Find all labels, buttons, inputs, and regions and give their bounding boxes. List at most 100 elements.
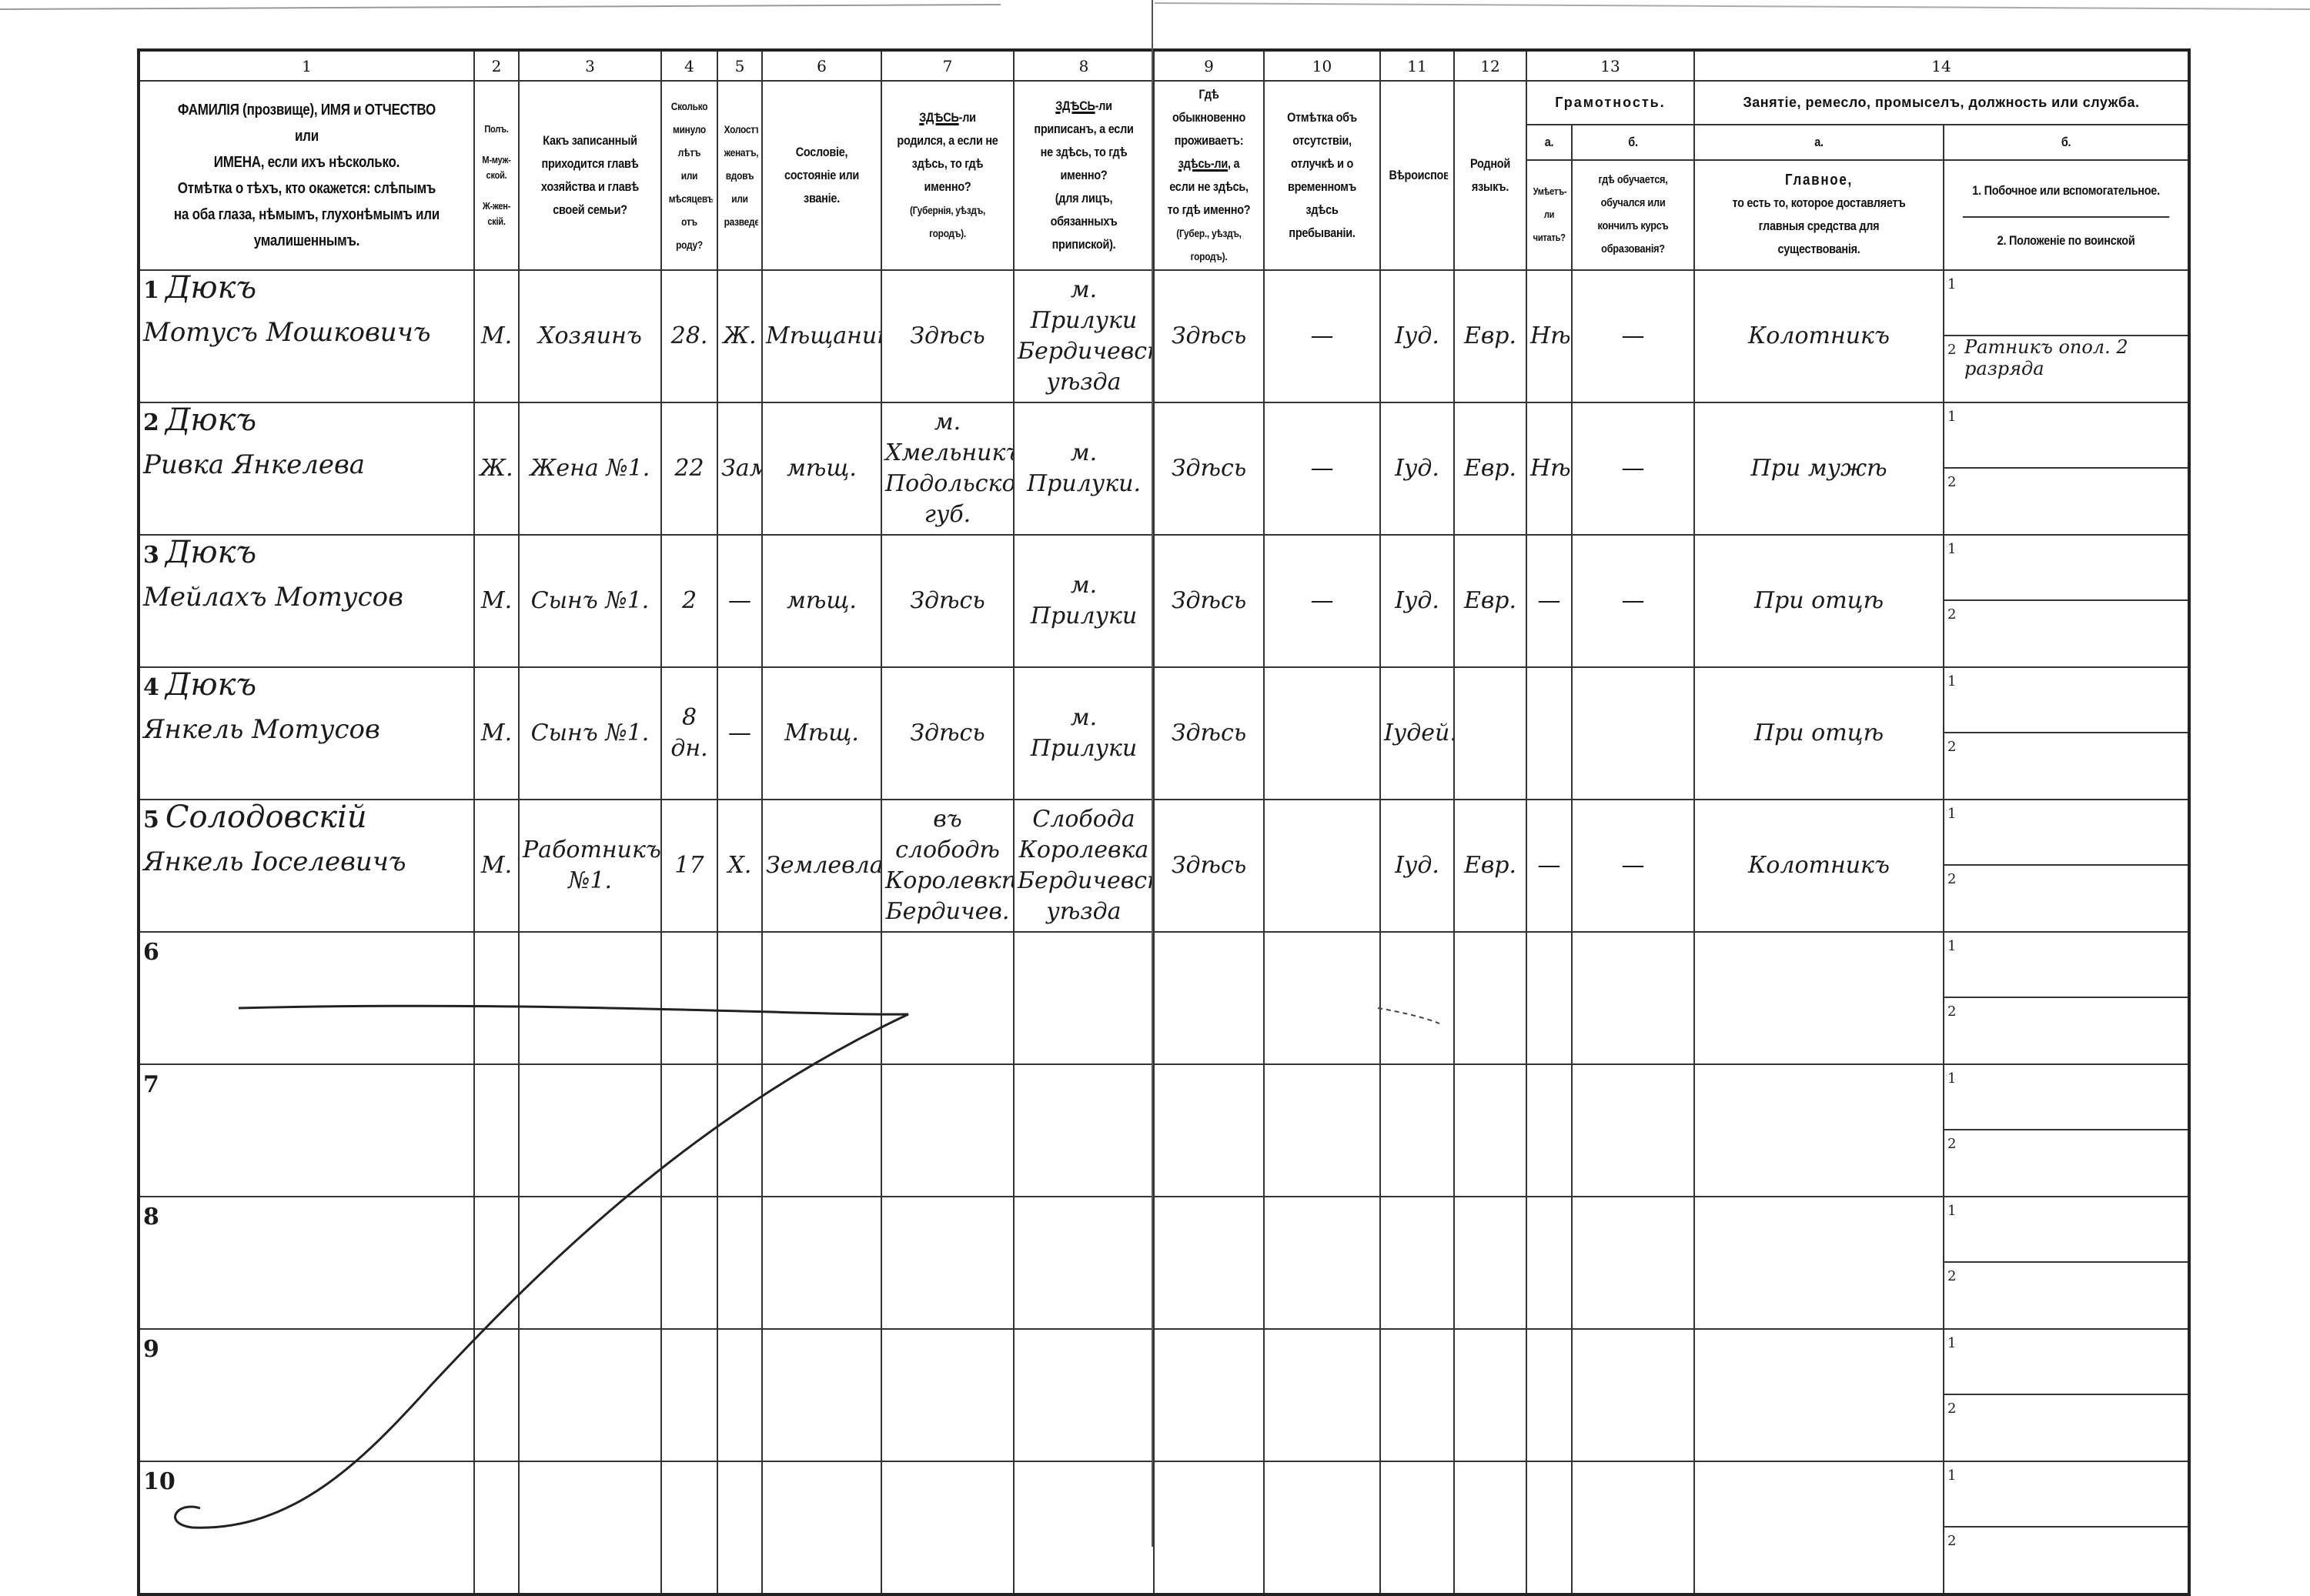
absence-note-cell: — — [1263, 269, 1381, 403]
military-status: 2 — [1945, 997, 2188, 1060]
military-status: 2 — [1945, 1526, 2188, 1590]
main-occupation-cell: При мужѣ — [1693, 402, 1945, 536]
header-occupation: Занятіе, ремесло, промыселъ, должность и… — [1693, 80, 2191, 125]
main-occupation-cell: Колотникъ — [1693, 799, 1945, 933]
birthplace-cell — [881, 1461, 1015, 1595]
absence-note-cell — [1263, 1196, 1381, 1330]
native-language-cell: Евр. — [1453, 534, 1527, 668]
sub-label: 2 — [1947, 1268, 1957, 1284]
education-cell — [1570, 1461, 1696, 1595]
absence-note-cell — [1263, 1063, 1381, 1197]
col-number: 9 — [1153, 49, 1265, 82]
can-read-cell: Нѣтъ — [1526, 269, 1573, 403]
header-note: (Губер., уѣздъ, городъ). — [1176, 227, 1242, 262]
sex-cell: М. — [473, 666, 520, 800]
surname: Дюкъ — [165, 667, 257, 703]
relation-cell: Жена №1. — [518, 402, 662, 536]
name-cell: 1 Дюкъ Мотусъ Мошковичъ — [138, 269, 475, 403]
name-cell: 9 — [138, 1328, 475, 1462]
native-language-cell — [1453, 1328, 1527, 1462]
native-language-cell: Евр. — [1453, 799, 1527, 933]
absence-note-cell: — — [1263, 534, 1381, 668]
header-name: ФАМИЛІЯ (прозвище), ИМЯ и ОТЧЕСТВО или И… — [162, 80, 450, 271]
header-13a-label: а. — [1529, 123, 1570, 161]
name-cell: 6 — [138, 931, 475, 1065]
military-status: 2 — [1945, 599, 2188, 663]
residence-cell — [1153, 931, 1265, 1065]
given-names: Янкель Іоселевичъ — [143, 846, 406, 877]
sub-label: 1 — [1947, 1203, 1957, 1219]
can-read-cell — [1526, 1196, 1573, 1330]
marital-status-cell: — — [717, 534, 763, 668]
name-cell: 5 Солодовскій Янкель Іоселевичъ — [138, 799, 475, 933]
estate-cell — [761, 1196, 882, 1330]
header-marital: Холостъ, женатъ, вдовъ или разведенъ. — [720, 80, 760, 271]
table-row: 6 1 2 — [138, 931, 2191, 1065]
native-language-cell — [1453, 1196, 1527, 1330]
header-13b-label: б. — [1580, 123, 1686, 161]
sub-label: 1 — [1947, 1335, 1957, 1351]
birthplace-cell: Здѣсь — [881, 269, 1015, 403]
age-cell — [660, 931, 718, 1065]
name-cell: 10 — [138, 1461, 475, 1595]
col-number: 6 — [761, 49, 882, 82]
table-row: 10 1 2 — [138, 1461, 2191, 1595]
birthplace-cell: въ слободѣ Королевкѣ Бердичев. — [881, 799, 1015, 933]
secondary-occupation: 1 — [1945, 1331, 2188, 1394]
row-number: 3 — [143, 542, 159, 569]
marital-status-cell — [717, 1063, 763, 1197]
relation-cell: Хозяинъ — [518, 269, 662, 403]
sex-cell — [473, 1328, 520, 1462]
absence-note-cell — [1263, 1328, 1381, 1462]
age-cell — [660, 1328, 718, 1462]
native-language-cell: Евр. — [1453, 402, 1527, 536]
sub-label: 2 — [1947, 871, 1957, 887]
sex-cell: М. — [473, 799, 520, 933]
header-line: Гдѣ обыкновенно проживаетъ: — [1172, 87, 1246, 148]
sex-cell: Ж. — [473, 402, 520, 536]
sub-label: 1 — [1947, 806, 1957, 822]
sub-label: 2 — [1947, 474, 1957, 490]
marital-status-cell — [717, 1196, 763, 1330]
relation-cell — [518, 931, 662, 1065]
header-line: Главное, — [1785, 172, 1853, 189]
can-read-cell — [1526, 931, 1573, 1065]
residence-cell: Здѣсь — [1153, 402, 1265, 536]
col-number: 14 — [1693, 49, 2191, 82]
header-birthplace: ЗДѢСЬ-ли родился, а если не здѣсь, то гд… — [891, 80, 1005, 271]
sub-label: 2 — [1947, 1136, 1957, 1152]
estate-cell — [761, 1063, 882, 1197]
birthplace-cell: Здѣсь — [881, 666, 1015, 800]
military-status: 2 — [1945, 864, 2188, 928]
registered-place-cell — [1013, 1328, 1155, 1462]
marital-status-cell — [717, 931, 763, 1065]
absence-note-cell: — — [1263, 402, 1381, 536]
sub-label: 1 — [1947, 938, 1957, 954]
military-status: 2 Ратникъ опол. 2 разряда — [1945, 335, 2188, 399]
sub-label: 2 — [1947, 606, 1957, 623]
main-occupation-cell: При отцѣ — [1693, 666, 1945, 800]
native-language-cell — [1453, 666, 1527, 800]
military-status: 2 — [1945, 1394, 2188, 1457]
religion-cell: Іуд. — [1379, 402, 1455, 536]
education-cell: — — [1570, 269, 1696, 403]
main-occupation-cell: Колотникъ — [1693, 269, 1945, 403]
col-number: 12 — [1453, 49, 1527, 82]
estate-cell — [761, 931, 882, 1065]
relation-cell — [518, 1461, 662, 1595]
birthplace-cell — [881, 1063, 1015, 1197]
can-read-cell: — — [1526, 799, 1573, 933]
sex-cell — [473, 1196, 520, 1330]
marital-status-cell — [717, 1328, 763, 1462]
col-number: 13 — [1525, 49, 1696, 82]
age-cell — [660, 1063, 718, 1197]
given-names: Мотусъ Мошковичъ — [143, 317, 431, 348]
header-line: то есть то, которое доставляетъ главныя … — [1732, 195, 1906, 257]
relation-cell: Работникъ №1. — [518, 799, 662, 933]
col-number: 8 — [1013, 49, 1155, 82]
sub-label: 2 — [1947, 1533, 1957, 1549]
registered-place-cell — [1013, 1461, 1155, 1595]
